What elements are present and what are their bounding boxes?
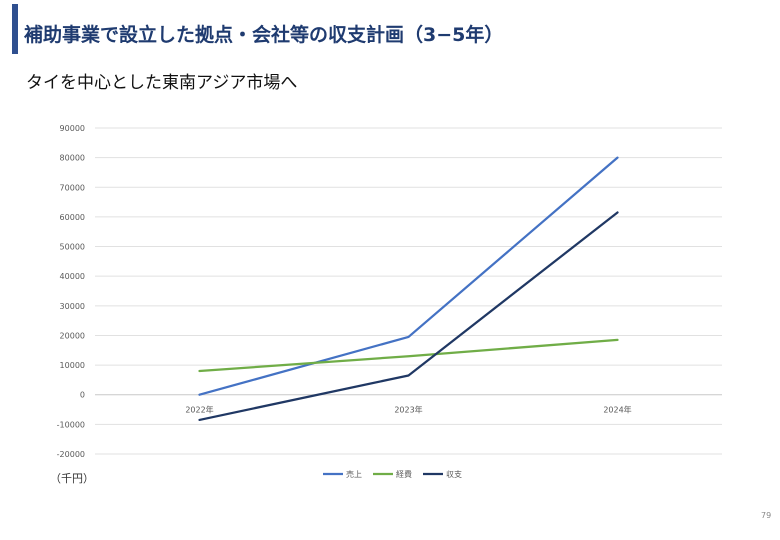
y-tick-label: 80000 bbox=[60, 154, 85, 163]
y-tick-label: 90000 bbox=[60, 124, 85, 133]
y-tick-label: 70000 bbox=[60, 183, 85, 192]
x-tick-label: 2022年 bbox=[185, 405, 213, 415]
y-tick-label: 10000 bbox=[60, 361, 85, 370]
y-tick-label: 60000 bbox=[60, 213, 85, 222]
series-line bbox=[198, 338, 619, 373]
legend-label: 経費 bbox=[396, 469, 412, 479]
legend-label: 売上 bbox=[346, 469, 362, 479]
legend-label: 収支 bbox=[446, 469, 462, 479]
x-tick-label: 2023年 bbox=[394, 405, 422, 415]
series-line bbox=[198, 211, 619, 422]
y-tick-label: 0 bbox=[80, 391, 85, 400]
y-tick-label: 20000 bbox=[60, 331, 85, 340]
y-tick-label: 30000 bbox=[60, 302, 85, 311]
title-accent-bar bbox=[12, 4, 18, 54]
unit-label: （千円） bbox=[50, 472, 94, 485]
y-tick-label: 50000 bbox=[60, 243, 85, 252]
series-line bbox=[198, 156, 619, 396]
page-number: 79 bbox=[761, 511, 772, 520]
page-title: 補助事業で設立した拠点・会社等の収支計画（3−5年） bbox=[24, 24, 504, 46]
page-subtitle: タイを中心とした東南アジア市場へ bbox=[26, 73, 298, 93]
x-tick-label: 2024年 bbox=[603, 405, 631, 415]
y-tick-label: 40000 bbox=[60, 272, 85, 281]
y-tick-label: -10000 bbox=[57, 420, 85, 429]
y-tick-label: -20000 bbox=[57, 450, 85, 459]
